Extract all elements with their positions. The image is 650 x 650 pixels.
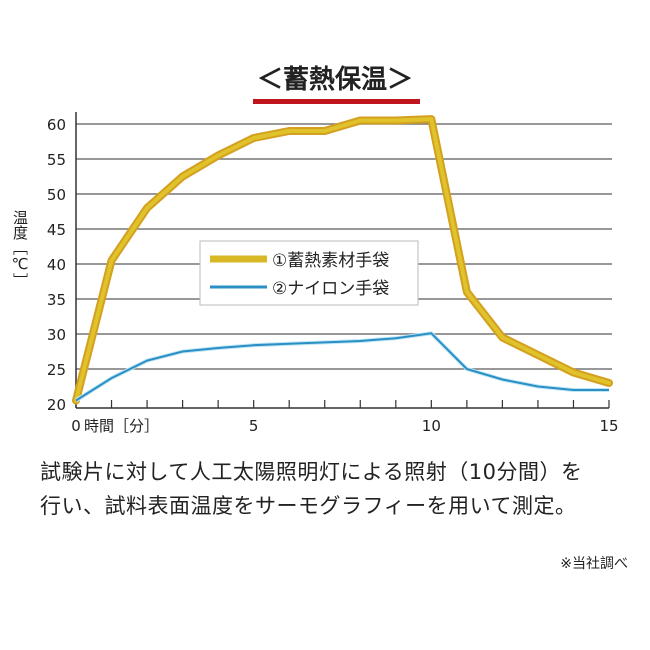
y-tick-label: 45 (47, 221, 66, 239)
line-chart: ＜蓄熱保温＞ 20 25 30 35 40 45 50 55 60 0 5 10 15 時間［分］ ①蓄熱… (47, 65, 619, 435)
y-axis-label: 温度［℃］ (11, 210, 29, 288)
note-line-2: 行い、試料表面温度をサーモグラフィーを用いて測定。 (40, 494, 577, 518)
x-axis-label: 時間［分］ (84, 417, 159, 435)
legend: ①蓄熱素材手袋 ②ナイロン手袋 (199, 240, 419, 306)
y-tick-label: 60 (47, 116, 66, 134)
series-line-nylon-glove-glow (74, 331, 609, 403)
x-tick-label: 0 (71, 417, 81, 435)
legend-label-heat-glove: ①蓄熱素材手袋 (272, 251, 389, 271)
note-line-1: 試験片に対して人工太陽照明灯による照射（10分間）を (40, 460, 583, 484)
title-underline (253, 99, 420, 104)
series-line-nylon-glove (75, 332, 609, 402)
legend-label-nylon-glove: ②ナイロン手袋 (272, 279, 389, 299)
x-tick-label: 15 (599, 417, 618, 435)
y-tick-label: 55 (47, 151, 66, 169)
y-tick-label: 30 (47, 326, 66, 344)
y-tick-label: 40 (47, 256, 66, 274)
series-line-heat-glove (74, 117, 611, 403)
chart-title: ＜蓄熱保温＞ (257, 65, 413, 95)
x-tick-label: 5 (249, 417, 259, 435)
y-tick-label: 25 (47, 361, 66, 379)
source-note: ※当社調べ (560, 556, 628, 572)
y-tick-label: 20 (47, 396, 66, 414)
legend-box (199, 240, 419, 306)
x-tick-label: 10 (422, 417, 441, 435)
y-tick-label: 50 (47, 186, 66, 204)
y-tick-label: 35 (47, 291, 66, 309)
